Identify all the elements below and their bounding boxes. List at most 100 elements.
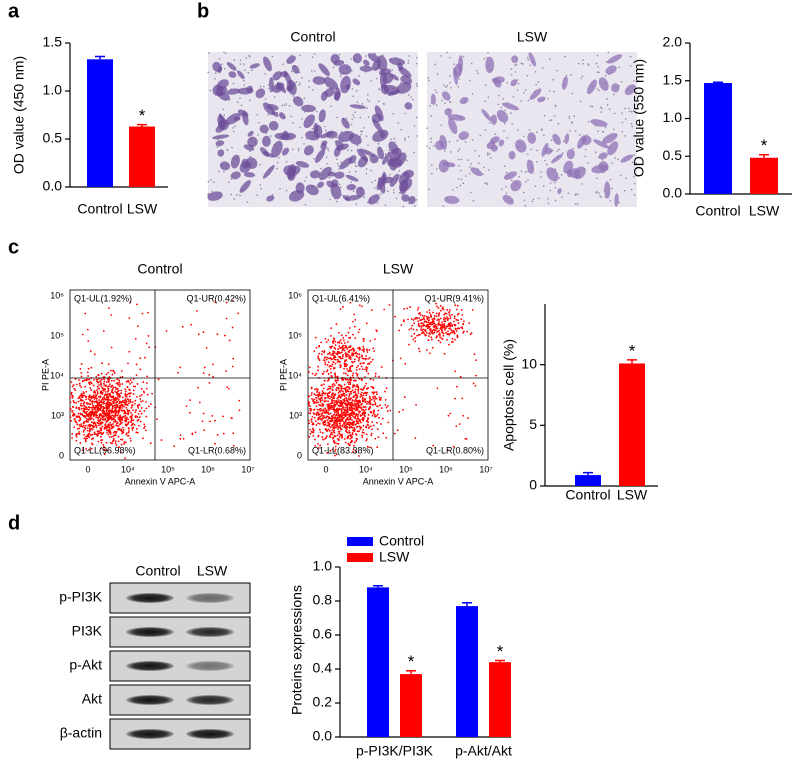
- event-dot: [116, 392, 118, 395]
- debris: [413, 125, 416, 127]
- event-dot: [97, 374, 100, 377]
- event-dot: [451, 337, 454, 340]
- event-dot: [371, 414, 374, 417]
- event-dot: [438, 314, 440, 317]
- event-dot: [96, 389, 98, 391]
- event-dot: [439, 317, 442, 320]
- event-dot: [412, 338, 415, 341]
- event-dot: [346, 437, 349, 440]
- event-dot: [75, 383, 78, 386]
- event-dot: [438, 333, 440, 336]
- event-dot: [114, 412, 117, 415]
- significance: *: [497, 642, 504, 661]
- debris: [340, 194, 343, 196]
- event-dot: [81, 399, 84, 402]
- debris: [516, 79, 519, 81]
- event-dot: [95, 416, 97, 419]
- event-dot: [313, 413, 316, 415]
- event-dot: [341, 390, 344, 393]
- event-dot: [80, 423, 83, 426]
- event-dot: [428, 352, 431, 355]
- debris: [233, 59, 236, 61]
- cell: [226, 62, 237, 71]
- event-dot: [179, 438, 182, 440]
- event-dot: [449, 315, 452, 318]
- event-dot: [93, 400, 95, 403]
- event-dot: [89, 350, 92, 353]
- event-dot: [337, 414, 340, 417]
- debris: [389, 173, 391, 176]
- event-dot: [412, 319, 415, 321]
- debris: [263, 85, 265, 88]
- event-dot: [94, 395, 97, 398]
- micrograph-title: LSW: [517, 29, 548, 45]
- event-dot: [437, 307, 440, 309]
- debris: [483, 166, 486, 169]
- event-dot: [337, 417, 340, 419]
- event-dot: [156, 418, 158, 421]
- debris: [404, 112, 407, 115]
- debris: [456, 139, 459, 142]
- event-dot: [94, 408, 97, 411]
- debris: [338, 168, 340, 170]
- event-dot: [325, 358, 328, 361]
- cell: [305, 130, 320, 141]
- event-dot: [100, 405, 103, 408]
- event-dot: [320, 405, 323, 407]
- event-dot: [417, 334, 420, 336]
- debris: [298, 83, 301, 86]
- event-dot: [103, 380, 106, 383]
- event-dot: [414, 317, 417, 320]
- event-dot: [111, 407, 114, 410]
- event-dot: [341, 402, 344, 404]
- cell: [448, 117, 458, 135]
- event-dot: [355, 439, 358, 442]
- event-dot: [365, 420, 368, 423]
- event-dot: [129, 301, 132, 304]
- debris: [474, 149, 477, 152]
- event-dot: [104, 387, 106, 390]
- event-dot: [143, 423, 146, 426]
- event-dot: [75, 433, 77, 436]
- event-dot: [86, 437, 89, 440]
- event-dot: [312, 435, 315, 437]
- debris: [527, 179, 529, 181]
- event-dot: [311, 427, 314, 430]
- event-dot: [317, 365, 320, 368]
- event-dot: [319, 401, 322, 403]
- event-dot: [308, 366, 311, 369]
- debris: [232, 127, 234, 129]
- flow-y-tick: 10⁵: [288, 330, 302, 340]
- debris: [384, 153, 387, 155]
- event-dot: [88, 423, 91, 426]
- event-dot: [317, 355, 320, 358]
- event-dot: [368, 363, 371, 365]
- event-dot: [87, 378, 90, 381]
- event-dot: [368, 349, 371, 351]
- event-dot: [83, 379, 86, 382]
- event-dot: [335, 453, 338, 456]
- flow-y-tick: 10⁴: [288, 370, 302, 380]
- event-dot: [327, 373, 330, 375]
- event-dot: [80, 363, 83, 365]
- event-dot: [346, 426, 349, 429]
- event-dot: [350, 390, 353, 393]
- event-dot: [99, 419, 102, 422]
- debris: [572, 147, 575, 150]
- event-dot: [361, 434, 364, 437]
- cell: [593, 139, 610, 149]
- event-dot: [403, 308, 406, 310]
- debris: [257, 134, 260, 136]
- event-dot: [97, 432, 100, 435]
- debris: [524, 205, 527, 207]
- cell: [345, 174, 359, 182]
- debris: [516, 129, 519, 131]
- event-dot: [88, 383, 91, 386]
- debris: [354, 111, 356, 113]
- debris: [536, 131, 538, 133]
- event-dot: [329, 391, 331, 393]
- event-dot: [363, 386, 365, 389]
- debris: [553, 115, 556, 118]
- debris: [393, 191, 395, 194]
- event-dot: [99, 417, 102, 420]
